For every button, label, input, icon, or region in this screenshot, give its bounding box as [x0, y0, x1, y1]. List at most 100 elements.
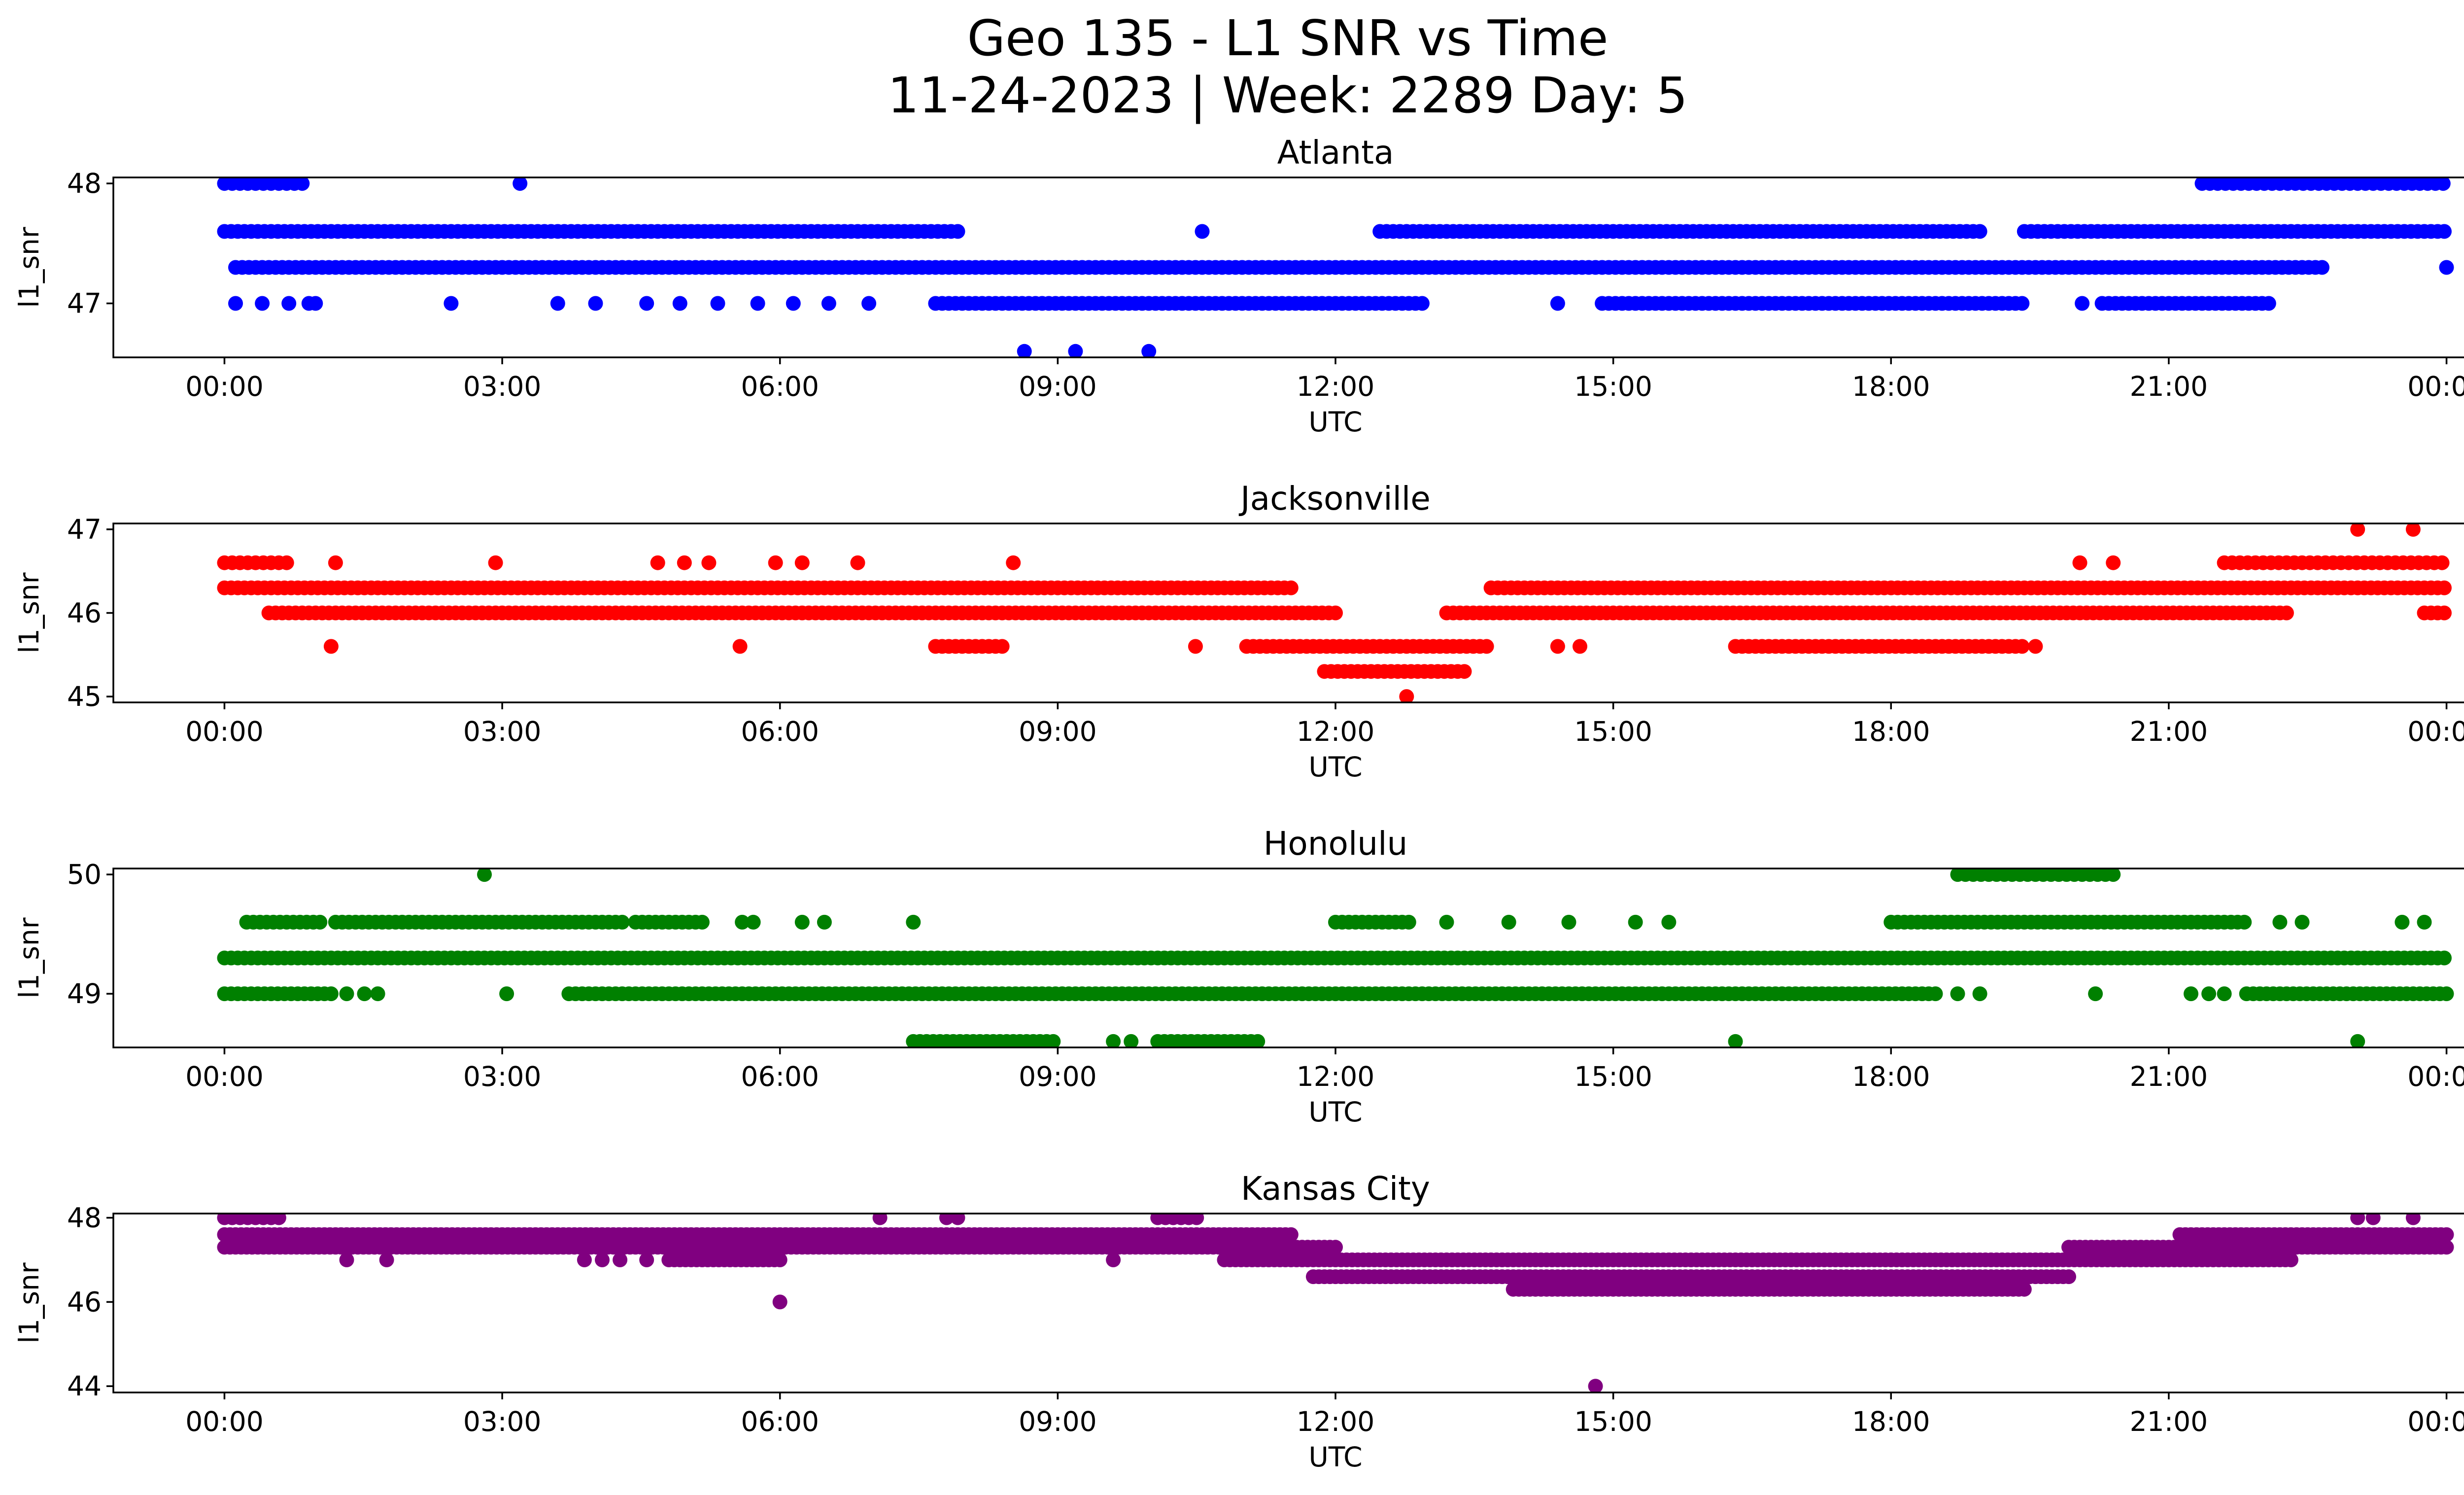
data-point [488, 555, 503, 570]
data-point [295, 177, 310, 191]
data-point [2435, 177, 2451, 191]
data-point [613, 1252, 628, 1267]
data-point [821, 296, 836, 311]
data-point [444, 296, 459, 311]
data-point [710, 296, 725, 311]
data-point [1401, 914, 1416, 930]
data-point [1195, 224, 1210, 239]
subplot-title: Jacksonville [1238, 480, 1431, 518]
y-tick-label: 45 [67, 681, 102, 712]
x-axis-label: UTC [1308, 1096, 1362, 1128]
subplot-3: Kansas City 00:00 03:00 06:00 09:00 12:00 15:0… [13, 1170, 2464, 1473]
data-point [577, 1252, 592, 1267]
data-point [794, 555, 810, 570]
y-tick-label: 48 [67, 1202, 102, 1234]
data-point [1439, 914, 1454, 930]
x-tick-label: 18:00 [1852, 716, 1930, 747]
data-point [994, 639, 1010, 654]
data-point [1588, 1379, 1603, 1392]
data-point [2350, 1034, 2365, 1047]
data-point [2072, 555, 2088, 570]
data-point [735, 914, 750, 930]
data-point [2106, 869, 2121, 882]
x-tick-label: 00:00 [185, 1061, 264, 1092]
x-tick-label: 03:00 [463, 1406, 542, 1437]
data-point [786, 296, 801, 311]
data-point [2015, 296, 2030, 311]
data-point [1550, 639, 1565, 654]
data-point [2405, 523, 2421, 537]
data-point [312, 914, 328, 930]
data-point [2405, 1214, 2421, 1225]
data-point [1328, 1240, 1343, 1255]
data-point [2106, 555, 2121, 570]
data-point [950, 224, 965, 239]
data-point [1457, 664, 1472, 679]
data-point [271, 1214, 286, 1225]
x-tick-label: 15:00 [1574, 371, 1652, 402]
data-point [279, 555, 294, 570]
y-tick-label: 47 [67, 514, 102, 545]
data-point [906, 914, 921, 930]
data-point [550, 296, 565, 311]
x-tick-label: 21:00 [2130, 371, 2208, 402]
series-points [217, 177, 2454, 357]
x-tick-label: 18:00 [1852, 371, 1930, 402]
data-point [2217, 986, 2232, 1002]
data-point [1068, 344, 1083, 357]
data-point [379, 1252, 394, 1267]
y-tick-label: 46 [67, 597, 102, 629]
x-tick-label: 12:00 [1297, 1406, 1375, 1437]
data-point [2439, 1240, 2454, 1255]
subplot-0: Atlanta 00:00 03:00 06:00 09:00 12:00 15:00 18:… [13, 134, 2464, 438]
data-point [2439, 986, 2454, 1002]
data-point [1950, 986, 1965, 1002]
x-tick-label: 09:00 [1019, 1406, 1097, 1437]
data-point [2437, 950, 2452, 966]
x-tick-label: 00:00 [185, 716, 264, 747]
series-points [217, 523, 2452, 702]
x-tick-label: 00:00 [2407, 716, 2464, 747]
data-point [732, 639, 748, 654]
data-point [2315, 260, 2329, 275]
data-point [499, 986, 514, 1002]
data-point [2350, 523, 2365, 537]
x-axis-label: UTC [1308, 406, 1362, 438]
data-point [2365, 1214, 2381, 1225]
data-point [1250, 1034, 1266, 1047]
data-point [1046, 1034, 1061, 1047]
data-point [694, 914, 710, 930]
data-point [2017, 1282, 2032, 1297]
data-point [2434, 555, 2450, 570]
data-point [1479, 639, 1494, 654]
x-tick-label: 00:00 [2407, 371, 2464, 402]
data-point [817, 914, 832, 930]
x-tick-label: 06:00 [741, 716, 819, 747]
data-point [2439, 260, 2454, 275]
data-point [794, 914, 810, 930]
subplot-title: Kansas City [1241, 1170, 1430, 1208]
y-tick-label: 50 [67, 859, 102, 890]
x-axis-label: UTC [1308, 751, 1362, 783]
data-point [513, 177, 528, 191]
x-tick-label: 03:00 [463, 371, 542, 402]
data-point [328, 555, 343, 570]
data-point [1628, 914, 1643, 930]
data-point [2061, 1269, 2076, 1285]
data-point [2279, 605, 2294, 621]
data-point [339, 986, 354, 1002]
data-point [950, 1214, 965, 1225]
data-point [2075, 296, 2090, 311]
data-point [1573, 639, 1587, 654]
data-point [2261, 296, 2276, 311]
x-tick-label: 06:00 [741, 371, 819, 402]
y-axis-label: l1_snr [13, 1262, 45, 1343]
x-tick-label: 21:00 [2130, 1406, 2208, 1437]
data-point [339, 1252, 354, 1267]
data-point [1414, 296, 1430, 311]
data-point [1501, 914, 1516, 930]
subplot-2: Honolulu 00:00 03:00 06:00 09:00 12:00 15:00 18… [13, 825, 2464, 1128]
data-point [772, 1252, 787, 1267]
y-tick-label: 48 [67, 168, 102, 199]
